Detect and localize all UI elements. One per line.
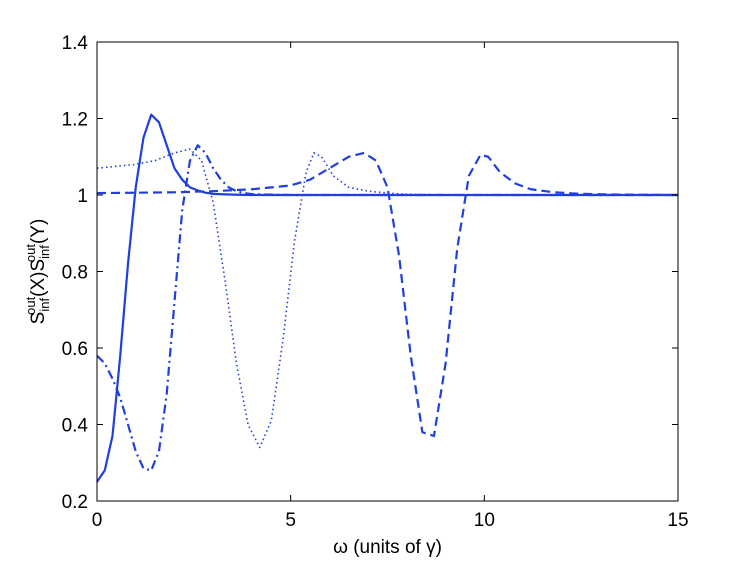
x-axis-label: ω (units of γ) bbox=[333, 537, 442, 558]
x-tick-label: 15 bbox=[667, 510, 688, 531]
y-tick-label: 0.6 bbox=[62, 339, 88, 360]
tick-labels: 0 5 10 15 0.2 0.4 0.6 0.8 1 1.2 1.4 bbox=[62, 33, 689, 531]
y-tick-label: 0.8 bbox=[62, 263, 88, 284]
series-line-dashdot bbox=[96, 144, 678, 472]
y-axis-label-part: (Y) bbox=[28, 219, 49, 244]
y-axis-label-part: out bbox=[23, 244, 38, 262]
ticks-layer bbox=[96, 41, 679, 502]
y-axis-label-part: inf bbox=[37, 245, 52, 259]
y-tick-label: 1.2 bbox=[62, 110, 88, 131]
y-axis-label-part: inf bbox=[37, 298, 52, 312]
y-axis-label: Sinfout(X)Sinfout(Y) bbox=[23, 219, 52, 325]
y-tick-label: 1 bbox=[77, 186, 88, 207]
y-tick-label: 0.2 bbox=[62, 492, 88, 513]
y-axis-label-part: (X)S bbox=[28, 259, 49, 297]
x-tick-label: 10 bbox=[474, 510, 495, 531]
y-tick-label: 0.4 bbox=[62, 416, 89, 437]
series-layer bbox=[96, 113, 679, 483]
y-axis-label-part: S bbox=[28, 312, 49, 325]
x-tick-label: 5 bbox=[285, 510, 296, 531]
y-axis-label-part: out bbox=[23, 296, 38, 314]
y-tick-label: 1.4 bbox=[62, 33, 89, 54]
x-tick-label: 0 bbox=[92, 510, 103, 531]
series-line-dashed bbox=[96, 151, 679, 438]
plot-area bbox=[97, 42, 678, 501]
